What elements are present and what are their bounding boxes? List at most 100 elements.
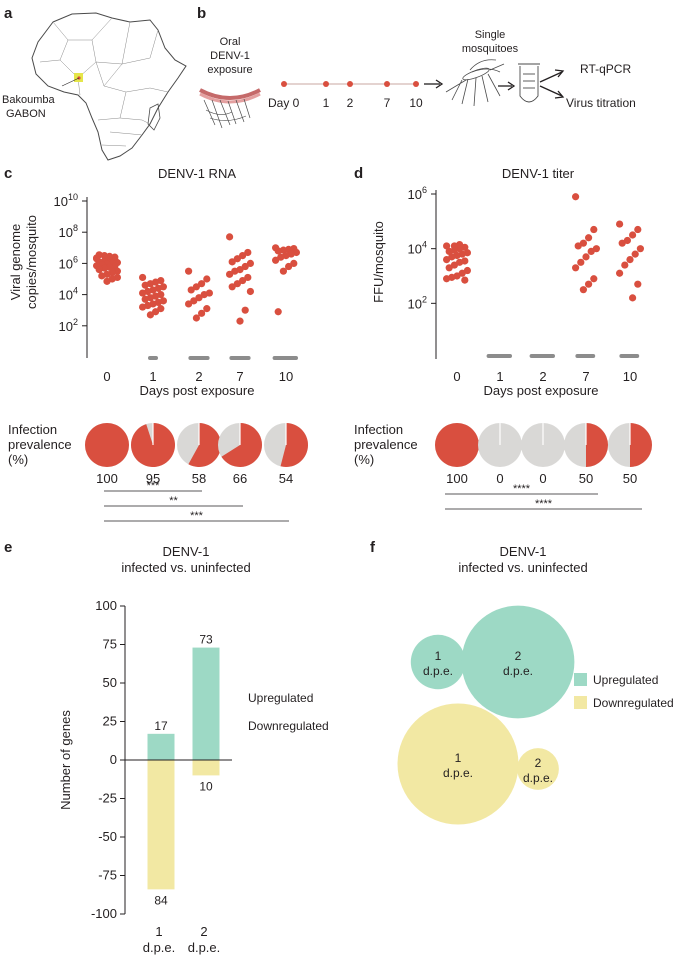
data-point-day-10 [629,231,637,239]
prevalence-value: 0 [496,471,503,486]
x-tick-label: 0 [453,369,460,384]
data-point-day-0 [443,242,451,250]
y-tick-label: 106 [59,254,78,271]
bubble-downregulated [397,703,519,825]
data-point-day-7 [239,276,247,285]
data-point-day-7 [233,280,241,288]
data-point-day-1 [141,295,149,303]
data-point-day-7 [231,267,239,275]
prevalence-pie-slice [280,423,309,468]
bubble-downregulated [517,748,559,790]
data-point-day-10 [274,308,282,316]
prevalence-c-line-2: prevalence [8,437,72,452]
x-tick-label: d.p.e. [143,940,176,955]
prevalence-value: 54 [279,471,293,486]
data-point-day-2 [192,314,200,322]
prevalence-pie-slice [85,423,129,467]
chart-c-xlabel: Days post exposure [140,383,255,398]
y-tick-label: 1010 [54,192,78,209]
y-tick-label: 0 [110,752,117,767]
site-country: GABON [6,108,46,120]
timeline-day-10: 10 [409,96,423,110]
prevalence-value: 50 [579,471,593,486]
significance-label: **** [513,483,531,495]
bubble-label: d.p.e. [423,664,453,678]
data-point-day-7 [233,255,241,263]
bubble-label: 2 [535,756,542,770]
feeder-cup-illustration [199,88,261,129]
prevalence-d-line-2: prevalence [354,437,418,452]
data-point-day-2 [185,267,193,275]
zero-point-day-2 [529,354,540,358]
chart-e-plot: 1007550250-25-50-75-10017841d.p.e.73102d… [91,598,232,955]
prevalence-value: 100 [96,471,118,486]
prevalence-d-line-3: (%) [354,452,374,467]
bar-upregulated [147,733,175,760]
prevalence-value: 66 [233,471,247,486]
panel-label-b: b [197,5,206,22]
prevalence-value: 0 [539,471,546,486]
data-point-day-0 [445,264,453,272]
chart-e-ylabel: Number of genes [58,710,73,810]
data-point-day-1 [141,281,149,289]
chart-e-title-line-1: DENV-1 [163,544,210,559]
chart-f-plot: 1d.p.e.2d.p.e.1d.p.e.2d.p.e. [397,605,575,825]
data-point-day-2 [203,305,211,313]
data-point-day-7 [246,259,254,267]
prevalence-c-line-3: (%) [8,452,28,467]
x-tick-label: d.p.e. [188,940,221,955]
zero-point-day-1 [502,354,512,358]
chart-c-plot: 102 104 106 108 1010 0 1 2 7 10 [54,192,300,384]
y-tick-label: 75 [103,637,117,652]
x-tick-label: 1 [149,369,156,384]
data-point-day-7 [574,242,582,250]
y-tick-label: -75 [98,868,117,883]
data-point-day-10 [272,256,280,264]
data-point-day-2 [195,294,203,302]
data-point-day-1 [139,303,147,311]
x-tick-label: 7 [236,369,243,384]
mosquito-icon [445,59,505,107]
bar-upregulated [192,647,220,760]
timeline-day-0: Day 0 [268,96,300,110]
chart-f-legend-up: Upregulated [593,673,658,687]
significance-label: ** [169,495,178,507]
data-point-day-7 [226,233,234,241]
exposure-line-1: Oral [220,36,241,48]
data-point-day-10 [631,250,639,258]
data-point-day-7 [239,252,247,260]
zero-point-day-2 [545,354,555,358]
zero-point-day-10 [272,356,283,360]
data-point-day-10 [621,261,629,269]
panel-label-c: c [4,165,12,182]
panel-label-f: f [370,539,376,556]
data-point-day-7 [246,287,254,296]
x-tick-label: 1 [155,924,162,939]
data-point-day-7 [585,280,593,288]
prevalence-pie-slice [188,423,221,468]
data-point-day-2 [203,275,211,283]
x-tick-label: 10 [279,369,293,384]
y-tick-label: 104 [408,240,427,257]
zero-point-day-2 [188,356,199,360]
chart-f-title-line-1: DENV-1 [500,544,547,559]
data-point-day-10 [629,294,637,302]
panel-label-a: a [4,5,13,22]
data-point-day-7 [585,234,593,242]
data-point-day-0 [95,251,103,259]
data-point-day-7 [572,264,580,272]
zero-point-day-7 [575,354,586,358]
x-tick-label: 2 [195,369,202,384]
zero-point-day-2 [199,356,210,360]
zero-point-day-7 [585,354,596,358]
y-tick-label: -50 [98,829,117,844]
chart-d-significance: **** **** [445,483,642,510]
data-point-day-7 [582,253,590,261]
prevalence-pie-slice [586,423,608,467]
y-tick-label: 25 [103,714,117,729]
bar-label-upregulated: 73 [199,633,213,647]
data-point-day-0 [443,275,451,283]
data-point-day-1 [157,305,165,313]
prevalence-pie-slice [435,423,479,467]
data-point-day-10 [634,280,642,288]
